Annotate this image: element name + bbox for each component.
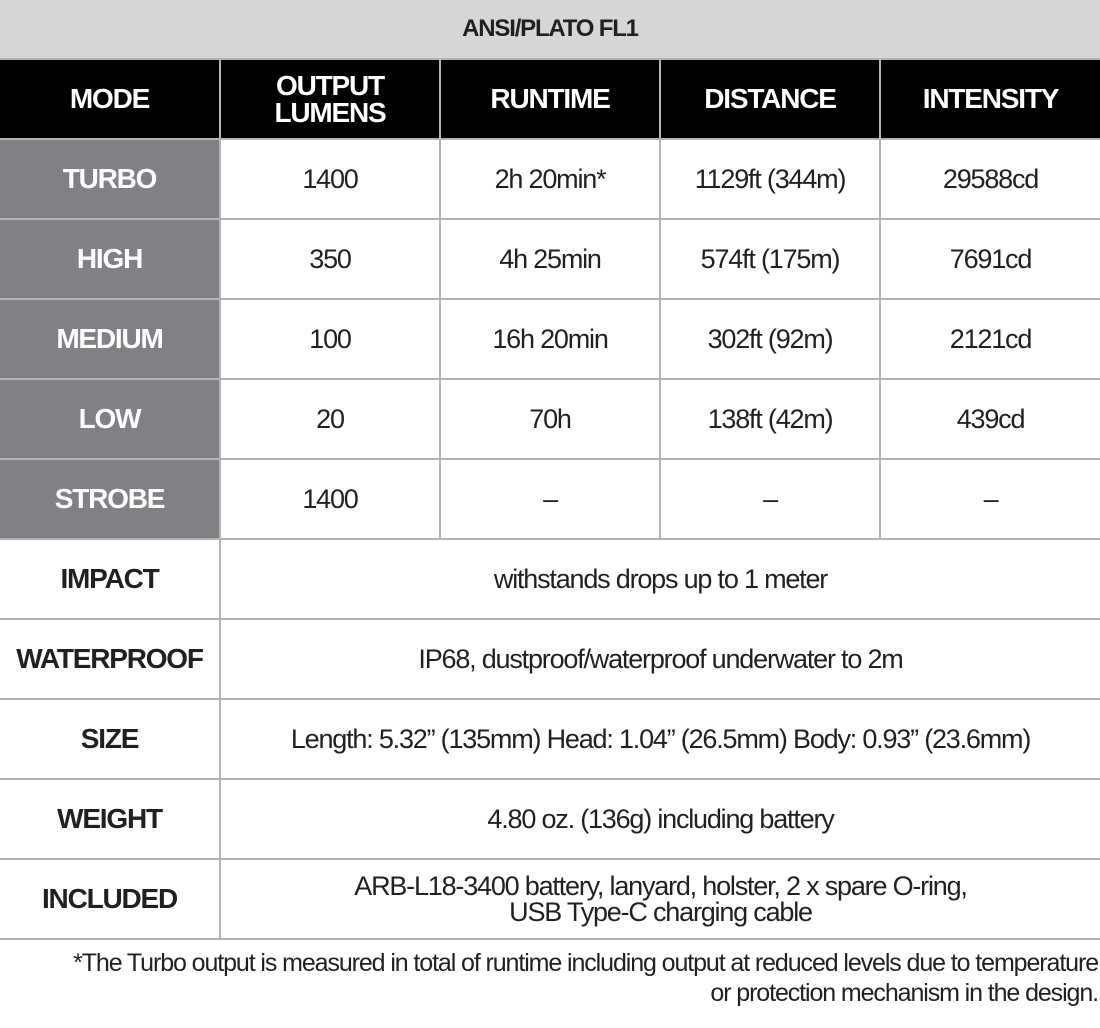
spec-label: SIZE (0, 698, 221, 780)
lumens-cell: 350 (219, 218, 441, 300)
footnote-line: or protection mechanism in the design. (710, 979, 1099, 1007)
spec-label: WATERPROOF (0, 618, 221, 700)
spec-value-line: USB Type-C charging cable (509, 897, 813, 927)
table-row: LOW 20 70h 138ft (42m) 439cd (0, 378, 1100, 460)
spec-row-weight: WEIGHT 4.80 oz. (136g) including battery (0, 778, 1100, 860)
spec-value: withstands drops up to 1 meter (219, 538, 1100, 620)
spec-row-included: INCLUDED ARB-L18-3400 battery, lanyard, … (0, 858, 1100, 940)
intensity-cell: 29588cd (879, 138, 1100, 220)
lumens-cell: 20 (219, 378, 441, 460)
spec-label: IMPACT (0, 538, 221, 620)
intensity-cell: 2121cd (879, 298, 1100, 380)
header-mode: MODE (0, 58, 221, 140)
spec-row-waterproof: WATERPROOF IP68, dustproof/waterproof un… (0, 618, 1100, 700)
intensity-cell: 7691cd (879, 218, 1100, 300)
runtime-cell: 16h 20min (439, 298, 661, 380)
spec-value: IP68, dustproof/waterproof underwater to… (219, 618, 1100, 700)
lumens-cell: 1400 (219, 458, 441, 540)
spec-value: ARB-L18-3400 battery, lanyard, holster, … (219, 858, 1100, 940)
runtime-cell: 70h (439, 378, 661, 460)
lumens-cell: 100 (219, 298, 441, 380)
footnote-line: *The Turbo output is measured in total o… (73, 949, 1099, 977)
spec-value: Length: 5.32” (135mm) Head: 1.04” (26.5m… (219, 698, 1100, 780)
runtime-cell: 2h 20min* (439, 138, 661, 220)
runtime-cell: – (439, 458, 661, 540)
spec-label: INCLUDED (0, 858, 221, 940)
mode-cell: LOW (0, 378, 221, 460)
spec-table: ANSI/PLATO FL1 MODE OUTPUT LUMENS RUNTIM… (0, 0, 1100, 940)
spec-value-line: ARB-L18-3400 battery, lanyard, holster, … (354, 871, 968, 901)
mode-cell: STROBE (0, 458, 221, 540)
intensity-cell: 439cd (879, 378, 1100, 460)
table-row: HIGH 350 4h 25min 574ft (175m) 7691cd (0, 218, 1100, 300)
header-lumens-text: OUTPUT LUMENS (274, 70, 386, 128)
spec-value: 4.80 oz. (136g) including battery (219, 778, 1100, 860)
spec-row-size: SIZE Length: 5.32” (135mm) Head: 1.04” (… (0, 698, 1100, 780)
distance-cell: – (659, 458, 881, 540)
mode-cell: TURBO (0, 138, 221, 220)
intensity-cell: – (879, 458, 1100, 540)
table-row: TURBO 1400 2h 20min* 1129ft (344m) 29588… (0, 138, 1100, 220)
header-distance: DISTANCE (659, 58, 881, 140)
distance-cell: 302ft (92m) (659, 298, 881, 380)
title-row: ANSI/PLATO FL1 (0, 0, 1100, 60)
header-intensity: INTENSITY (879, 58, 1100, 140)
footnote: *The Turbo output is measured in total o… (0, 940, 1100, 1008)
table-row: MEDIUM 100 16h 20min 302ft (92m) 2121cd (0, 298, 1100, 380)
header-runtime: RUNTIME (439, 58, 661, 140)
mode-cell: MEDIUM (0, 298, 221, 380)
runtime-cell: 4h 25min (439, 218, 661, 300)
lumens-cell: 1400 (219, 138, 441, 220)
distance-cell: 138ft (42m) (659, 378, 881, 460)
header-row: MODE OUTPUT LUMENS RUNTIME DISTANCE INTE… (0, 58, 1100, 140)
table-title: ANSI/PLATO FL1 (0, 0, 1100, 60)
mode-cell: HIGH (0, 218, 221, 300)
spec-label: WEIGHT (0, 778, 221, 860)
table-row: STROBE 1400 – – – (0, 458, 1100, 540)
header-lumens: OUTPUT LUMENS (219, 58, 441, 140)
distance-cell: 574ft (175m) (659, 218, 881, 300)
distance-cell: 1129ft (344m) (659, 138, 881, 220)
spec-row-impact: IMPACT withstands drops up to 1 meter (0, 538, 1100, 620)
